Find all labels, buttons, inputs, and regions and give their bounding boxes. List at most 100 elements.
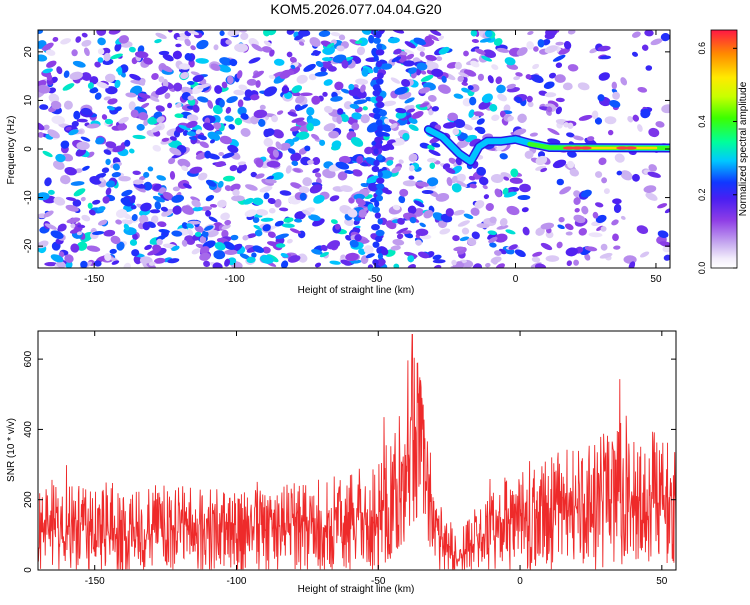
spectrogram-cell [552,54,566,62]
spectrogram-cell [189,136,197,141]
spectrogram-cell [390,123,398,129]
spectrogram-cell [445,167,456,174]
spectrogram-cell [180,71,189,80]
spectrogram-cell [611,219,619,226]
spectrogram-cell [353,99,368,105]
stripe-cell [376,43,383,50]
spectrogram-cell [38,121,45,131]
spectrogram-cell [279,142,291,151]
spectrogram-cell [150,215,159,224]
spectrogram-cell [191,248,201,255]
spectrogram-cell [92,231,105,235]
spectrogram-cell [345,234,352,241]
spectrogram-cell [303,63,316,72]
spectrogram-cell [487,230,497,235]
top-y-tick-label: 10 [23,94,34,106]
tone-peak [624,146,637,150]
spectrogram-cell [488,236,498,243]
spectrogram-cell [364,146,373,155]
spectrogram-cell [132,170,141,176]
spectrogram-cell [214,242,226,251]
spectrogram-cell [81,39,92,47]
spectrogram-cell [224,185,232,192]
spectrogram-cell [424,61,439,71]
bottom-y-tick-label: 200 [23,491,34,508]
spectrogram-cell [620,170,633,181]
spectrogram-cell [267,197,276,205]
spectrogram-cell [640,251,650,258]
spectrogram-cell [453,118,466,129]
spectrogram-cell [352,169,363,177]
spectrogram-cell [343,101,353,110]
spectrogram-cell [420,70,427,75]
spectrogram-cell [496,225,509,230]
spectrogram-cell [470,207,480,216]
spectrogram-cell [136,123,145,131]
spectrogram-cell [81,72,92,81]
spectrogram-cell [361,68,369,77]
spectrogram-cell [118,35,129,44]
spectrogram-cell [190,45,196,51]
stripe-cell [377,72,384,79]
spectrogram-cell [147,249,160,256]
spectrogram-cell [555,97,565,103]
spectrogram-cell [129,148,135,154]
spectrogram-cell [217,64,232,73]
spectrogram-cell [351,112,363,120]
spectrogram-cell [287,111,298,117]
spectrogram-cell [307,159,314,165]
spectrogram-cell [89,76,99,85]
spectrogram-cell [419,102,430,108]
spectrogram-cell [415,239,422,246]
spectrogram-cell [441,75,447,83]
spectrogram-cell [368,34,375,44]
spectrogram-cell [503,176,510,181]
spectrogram-cell [155,86,169,95]
spectrogram-cell [189,166,203,174]
spectrogram-cell [181,205,195,215]
spectrogram-cell [489,242,497,248]
bottom-y-axis: 0 200 400 600 [23,350,676,573]
spectrogram-cell [195,129,202,135]
top-x-tick-label: -100 [225,274,245,285]
spectrogram-cell [197,83,211,90]
spectrogram-cell [153,183,162,191]
spectrogram-cell [156,175,167,181]
spectrogram-cell [213,250,226,260]
spectrogram-cell [169,136,177,141]
spectrogram-cell [238,106,247,116]
spectrogram-cell [454,61,463,70]
spectrogram-cell [409,216,417,224]
spectrogram-cell [489,216,497,224]
spectrogram-cell [286,238,293,244]
spectrogram-cell [351,122,360,131]
spectrogram-cell [416,62,428,71]
spectrogram-cell [219,99,225,108]
spectrogram-cell [647,171,661,178]
spectrogram-cell [226,75,234,84]
spectrogram-cell [312,157,321,165]
spectrogram-cell [330,96,343,102]
spectrogram-cell [612,91,621,100]
spectrogram-cell [581,205,589,215]
spectrogram-cell [356,46,366,56]
spectrogram-cell [517,113,527,123]
spectrogram-cell [546,106,553,113]
spectrogram-cell [60,174,71,185]
spectrogram-cell [330,219,338,224]
spectrogram-cell [287,148,296,155]
spectrogram-cell [158,76,165,83]
spectrogram-cell [87,202,93,209]
spectrogram-cell [354,234,362,242]
spectrogram-cell [167,102,173,109]
spectrogram-cell [229,58,238,67]
spectrogram-cell [246,78,257,86]
spectrogram-cell [323,46,336,55]
spectrogram-cell [50,254,64,263]
spectrogram-cell [173,82,183,92]
spectrogram-cell [71,120,79,128]
stripe-cell [375,95,384,103]
spectrogram-cell [111,260,120,265]
spectrogram-cell [510,168,519,178]
spectrogram-cell [391,56,402,63]
